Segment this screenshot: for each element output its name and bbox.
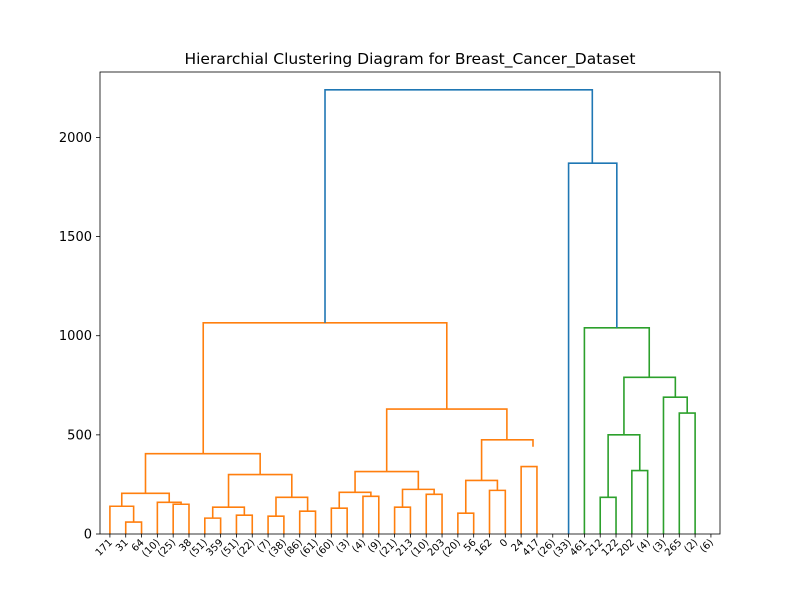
leaf-label: (20) [441, 537, 463, 559]
dendrogram-link [156, 501, 182, 534]
y-tick-label: 500 [67, 428, 92, 443]
dendrogram-link [607, 434, 641, 498]
dendrogram-link [631, 469, 649, 534]
leaf-label: (25) [156, 537, 178, 559]
dendrogram-link [172, 503, 190, 534]
dendrogram-link [235, 514, 254, 534]
dendrogram-link [362, 495, 380, 534]
dendrogram-link [662, 396, 689, 534]
leaf-label: (4) [635, 537, 653, 555]
dendrogram-link [109, 505, 135, 534]
dendrogram-link [267, 515, 285, 534]
leaf-label: 0 [498, 537, 510, 549]
dendrogram-link [324, 89, 594, 323]
dendrogram-link [120, 492, 171, 507]
y-tick-label: 1000 [59, 329, 92, 344]
dendrogram-link [488, 489, 507, 534]
dendrogram-link [354, 470, 420, 493]
leaf-label: 202 [616, 537, 637, 558]
dendrogram-link [298, 510, 317, 534]
dendrogram-link [678, 412, 696, 534]
plot-area [109, 89, 696, 534]
dendrogram-link [385, 408, 508, 472]
leaf-label: (22) [235, 537, 257, 559]
dendrogram-link [124, 521, 143, 534]
leaf-label: (6) [698, 537, 716, 555]
dendrogram-link [464, 479, 499, 514]
dendrogram-link [457, 512, 475, 534]
dendrogram-link [211, 506, 246, 519]
dendrogram-link [144, 452, 261, 494]
leaf-label: (60) [314, 537, 336, 559]
axes-frame [99, 71, 721, 535]
leaf-label: 265 [663, 537, 684, 558]
dendrogram-link [330, 507, 348, 534]
y-axis: 0 500 1000 1500 2000 [59, 131, 100, 543]
dendrogram-link [599, 496, 617, 534]
dendrogram-link [567, 162, 618, 534]
dendrogram-link [275, 496, 309, 517]
y-tick-label: 1500 [59, 230, 92, 245]
y-tick-label: 0 [84, 528, 92, 543]
dendrogram-link [393, 506, 412, 534]
leaf-label: (3) [334, 537, 352, 555]
dendrogram-link [401, 488, 435, 508]
dendrogram-link [425, 493, 443, 534]
leaf-label: (4) [350, 537, 368, 555]
dendrogram-link [202, 322, 448, 454]
y-tick-label: 2000 [59, 131, 92, 146]
dendrogram-link [204, 517, 222, 534]
leaf-label: 31 [114, 537, 131, 554]
leaf-label: 171 [94, 537, 115, 558]
dendrogram-link [480, 439, 534, 481]
leaf-label: (2) [682, 537, 700, 555]
leaf-label: 162 [473, 537, 494, 558]
dendrogram-link [227, 473, 293, 508]
dendrogram-link [338, 491, 372, 509]
dendrogram-link [520, 465, 538, 534]
chart-title: Hierarchial Clustering Diagram for Breas… [184, 50, 635, 69]
dendrogram-link [623, 376, 677, 435]
x-axis-leaf-labels: 171 31 64(10)(25) 38(51)359(51)(22)(7)(38)(… [94, 534, 716, 560]
